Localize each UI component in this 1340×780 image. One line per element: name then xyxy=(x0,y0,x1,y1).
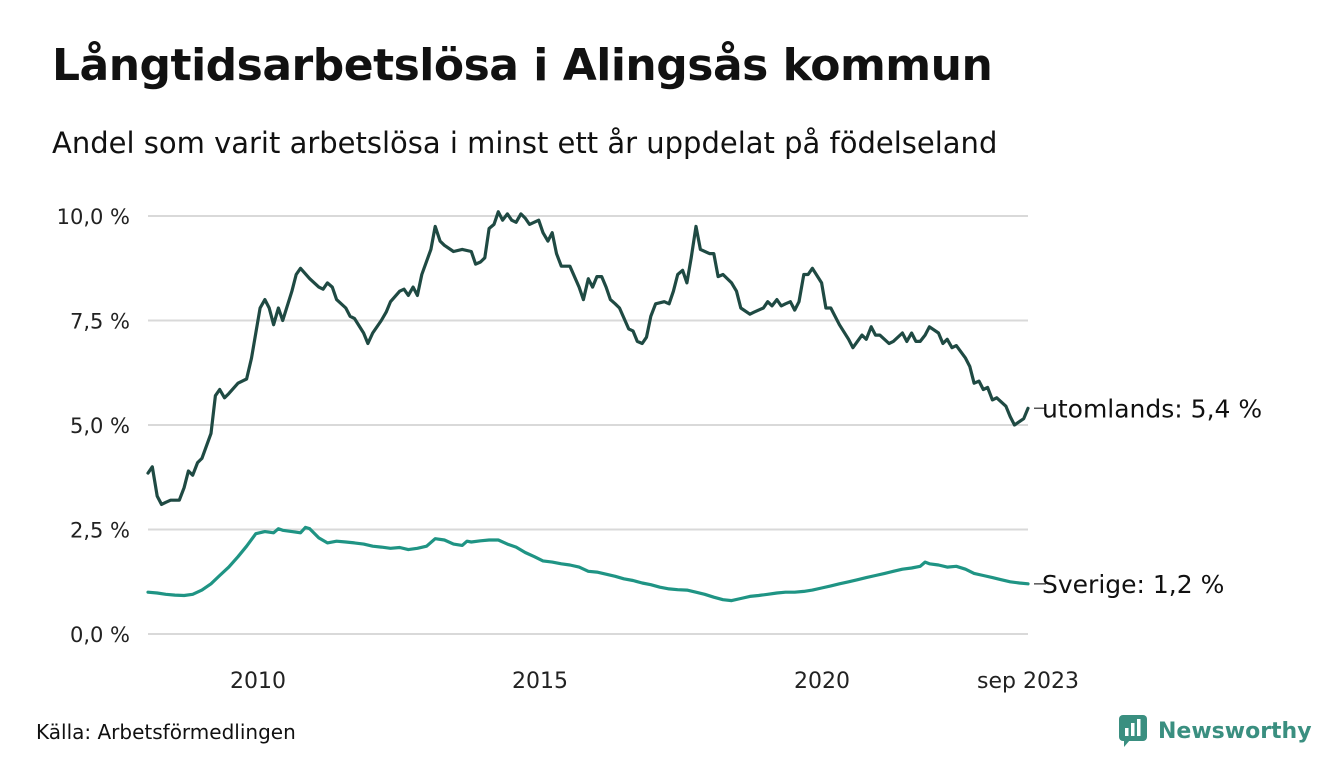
newsworthy-logo-icon xyxy=(1119,715,1147,747)
grid-lines xyxy=(148,215,1028,635)
y-tick-label: 10,0 % xyxy=(57,205,130,229)
y-tick-label: 7,5 % xyxy=(70,310,130,334)
series-end-label-utomlands: utomlands: 5,4 % xyxy=(1042,394,1262,423)
series-line-utomlands xyxy=(146,210,1030,506)
chart-subtitle: Andel som varit arbetslösa i minst ett å… xyxy=(52,126,998,160)
y-axis-tick-labels: 0,0 % 2,5 % 5,0 % 7,5 % 10,0 % xyxy=(57,205,130,647)
source-note: Källa: Arbetsförmedlingen xyxy=(36,720,296,744)
series-end-label-sverige: Sverige: 1,2 % xyxy=(1042,570,1224,599)
x-tick-label: 2010 xyxy=(230,669,286,694)
x-axis-tick-labels: 2010 2015 2020 sep 2023 xyxy=(230,669,1079,694)
x-tick-label: 2020 xyxy=(794,669,850,694)
y-tick-label: 0,0 % xyxy=(70,623,130,647)
chart-title: Långtidsarbetslösa i Alingsås kommun xyxy=(52,40,993,91)
x-tick-label: 2015 xyxy=(512,669,568,694)
series-end-labels: utomlands: 5,4 % Sverige: 1,2 % xyxy=(1034,394,1262,599)
brand-name: Newsworthy xyxy=(1158,718,1312,744)
series-lines xyxy=(146,210,1030,603)
x-tick-label: sep 2023 xyxy=(977,669,1079,694)
newsworthy-logo[interactable]: Newsworthy xyxy=(1118,714,1312,748)
y-tick-label: 5,0 % xyxy=(70,414,130,438)
y-tick-label: 2,5 % xyxy=(70,519,130,543)
series-line-sverige xyxy=(146,525,1030,603)
